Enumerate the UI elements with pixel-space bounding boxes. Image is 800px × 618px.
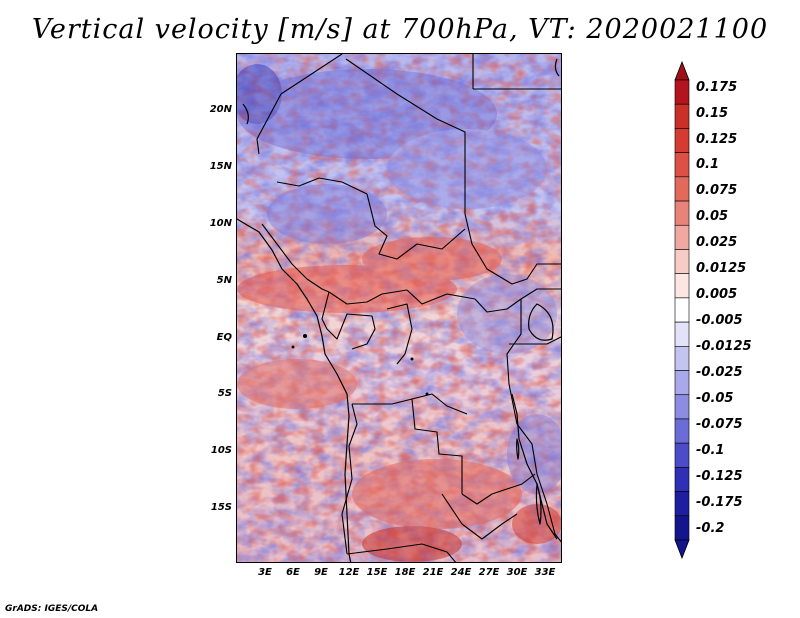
colorbar-label-0.075: 0.075: [696, 183, 738, 198]
colorbar-swatch-0: [674, 79, 690, 105]
lon-label-3e: 3E: [258, 567, 272, 578]
colorbar-swatch-13: [674, 394, 690, 420]
colorbar-arrow-top: [674, 60, 690, 81]
lon-label-27e: 27E: [478, 567, 500, 578]
colorbar-swatch-14: [674, 418, 690, 444]
colorbar-swatch-16: [674, 467, 690, 492]
colorbar-swatch-10: [674, 321, 690, 347]
colorbar: [674, 60, 690, 560]
upward-motion-regions: [237, 237, 561, 562]
lat-label-5n: 5N: [216, 275, 232, 286]
lat-label-20n: 20N: [209, 104, 232, 115]
downward-motion-regions: [237, 64, 561, 494]
colorbar-label-0.125: 0.125: [696, 132, 738, 147]
lon-label-24e: 24E: [450, 567, 472, 578]
colorbar-swatch-6: [674, 224, 690, 250]
lat-label-eq: EQ: [216, 332, 232, 343]
colorbar-label-neg0.2: -0.2: [696, 521, 725, 536]
colorbar-arrow-bottom: [674, 539, 690, 560]
lat-label-15s: 15S: [210, 502, 232, 513]
colorbar-label-0.005: 0.005: [696, 287, 738, 302]
lat-label-5s: 5S: [217, 388, 232, 399]
colorbar-label-neg0.075: -0.075: [696, 417, 743, 432]
colorbar-label-0.0125: 0.0125: [696, 261, 747, 276]
colorbar-swatch-7: [674, 249, 690, 274]
colorbar-swatch-18: [674, 515, 690, 541]
colorbar-label-neg0.005: -0.005: [696, 313, 743, 328]
colorbar-swatch-11: [674, 346, 690, 371]
coastline-and-lakes: [237, 58, 560, 562]
lon-label-33e: 33E: [534, 567, 556, 578]
small-islands: [291, 334, 429, 396]
lon-label-6e: 6E: [286, 567, 300, 578]
colorbar-label-0.1: 0.1: [696, 157, 720, 172]
colorbar-swatch-8: [674, 273, 690, 299]
lon-label-9e: 9E: [314, 567, 328, 578]
colorbar-label-neg0.175: -0.175: [696, 495, 743, 510]
colorbar-label-neg0.1: -0.1: [696, 443, 725, 458]
colorbar-swatch-4: [674, 176, 690, 202]
lon-label-12e: 12E: [338, 567, 360, 578]
colorbar-swatch-1: [674, 103, 690, 129]
lon-label-30e: 30E: [506, 567, 528, 578]
colorbar-label-0.175: 0.175: [696, 80, 738, 95]
lat-label-10n: 10N: [209, 218, 232, 229]
colorbar-label-0.025: 0.025: [696, 235, 738, 250]
lat-label-15n: 15N: [209, 161, 232, 172]
map-panel: [236, 53, 562, 563]
colorbar-label-0.05: 0.05: [696, 209, 729, 224]
colorbar-swatch-2: [674, 128, 690, 153]
country-borders: [256, 54, 561, 562]
lon-label-15e: 15E: [366, 567, 388, 578]
colorbar-label-neg0.05: -0.05: [696, 391, 734, 406]
colorbar-label-neg0.125: -0.125: [696, 469, 743, 484]
plot-title: Vertical velocity [m/s] at 700hPa, VT: 2…: [31, 14, 769, 45]
lon-label-18e: 18E: [394, 567, 416, 578]
colorbar-swatch-12: [674, 370, 690, 396]
lat-label-10s: 10S: [210, 445, 232, 456]
colorbar-label-neg0.025: -0.025: [696, 365, 743, 380]
colorbar-swatch-5: [674, 200, 690, 226]
vertical-velocity-field: [237, 54, 561, 562]
colorbar-label-0.15: 0.15: [696, 106, 729, 121]
colorbar-swatch-3: [674, 152, 690, 178]
colorbar-swatch-17: [674, 491, 690, 517]
grads-credit: GrADS: IGES/COLA: [5, 604, 99, 614]
colorbar-swatch-15: [674, 442, 690, 468]
lon-label-21e: 21E: [422, 567, 444, 578]
colorbar-swatch-9: [674, 297, 690, 323]
colorbar-label-neg0.0125: -0.0125: [696, 339, 752, 354]
